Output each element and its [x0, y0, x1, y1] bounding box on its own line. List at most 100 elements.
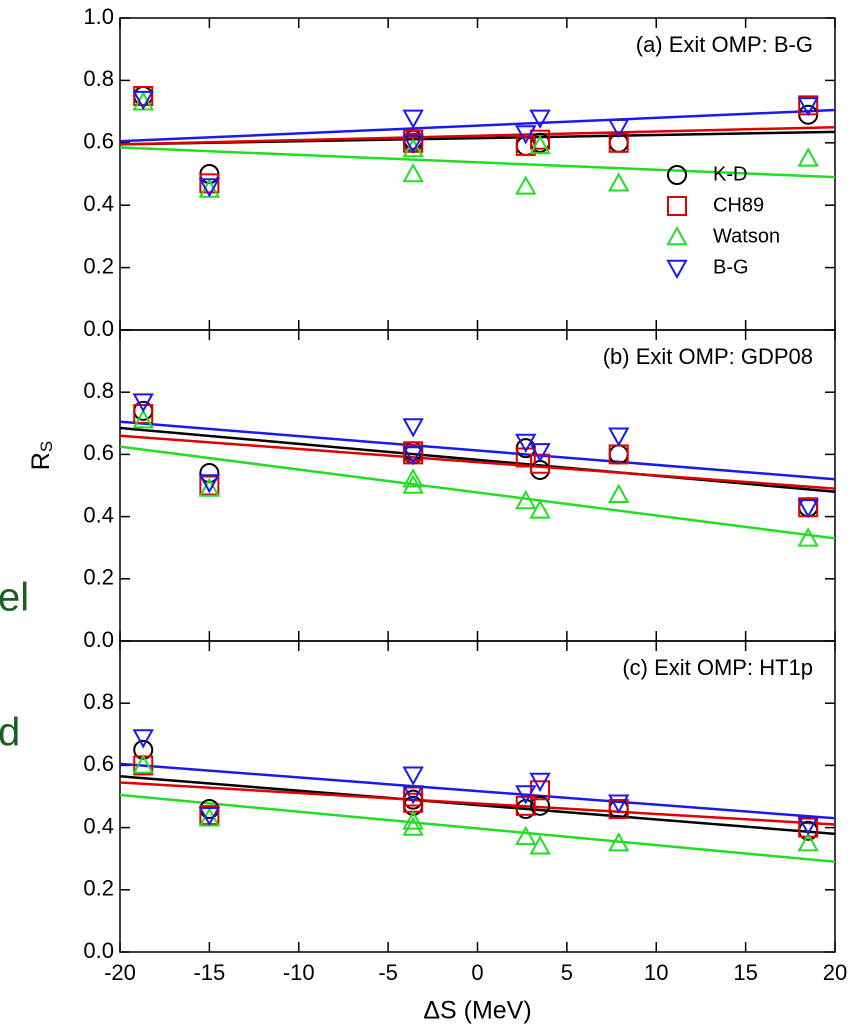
y-tick-label: 0.6: [83, 751, 114, 776]
y-tick-label: 0.6: [83, 129, 114, 154]
fit-line: [120, 426, 835, 493]
y-tick-label: 0.8: [83, 378, 114, 403]
legend-label: B-G: [713, 256, 749, 278]
marker: [608, 483, 630, 504]
marker: [515, 125, 537, 145]
marker: [608, 132, 629, 153]
marker: [515, 433, 537, 454]
y-tick-label: 0.2: [83, 876, 114, 901]
legend-marker: [666, 259, 688, 280]
y-tick-label: 0.8: [83, 66, 114, 91]
marker: [132, 90, 154, 111]
marker: [132, 409, 154, 429]
marker: [198, 178, 221, 198]
marker: [402, 785, 424, 805]
plot-frame: [119, 329, 836, 642]
marker: [529, 109, 551, 129]
x-tick-label: 0: [471, 960, 483, 985]
fit-line: [120, 420, 835, 481]
y-tick-label: 0.0: [83, 938, 114, 963]
marker: [608, 832, 630, 852]
marker: [403, 786, 424, 807]
marker: [530, 795, 551, 816]
x-tick-label: 5: [561, 960, 573, 985]
marker: [402, 134, 424, 154]
y-tick-label: 0.8: [83, 689, 114, 714]
marker: [608, 427, 630, 447]
legend-marker: [667, 196, 687, 216]
marker: [530, 129, 551, 150]
x-tick-label: -15: [193, 960, 225, 985]
panel-title: (c) Exit OMP: HT1p: [622, 655, 813, 680]
y-tick-label: 0.0: [83, 316, 114, 341]
marker: [515, 795, 536, 816]
panel-title: (a) Exit OMP: B-G: [636, 32, 813, 57]
marker: [402, 816, 424, 836]
legend-label: Watson: [713, 225, 780, 247]
legend-label: K-D: [713, 163, 747, 185]
marker: [402, 810, 424, 830]
marker: [515, 785, 537, 805]
marker: [515, 825, 537, 846]
marker: [608, 794, 630, 814]
marker: [133, 403, 154, 424]
fit-line: [120, 762, 835, 820]
marker: [133, 739, 154, 760]
marker: [133, 86, 154, 106]
y-axis-label-main: R: [27, 452, 55, 470]
marker: [199, 463, 220, 484]
x-tick-label: 15: [733, 960, 757, 985]
y-tick-label: 0.2: [83, 565, 114, 590]
marker: [198, 806, 221, 827]
fit-line: [120, 781, 835, 826]
slide-fragment: d: [0, 711, 20, 755]
x-tick-label: -10: [283, 960, 315, 985]
marker: [402, 162, 424, 183]
marker: [529, 443, 551, 463]
marker: [515, 447, 536, 468]
x-tick-label: 20: [823, 960, 847, 985]
y-axis-label-subscript: S: [37, 441, 56, 452]
marker: [529, 499, 551, 519]
y-tick-label: 0.0: [83, 627, 114, 652]
x-tick-label: 10: [644, 960, 668, 985]
fit-line: [120, 108, 835, 143]
marker: [402, 766, 424, 786]
marker: [515, 175, 537, 195]
marker: [199, 475, 220, 496]
marker: [608, 798, 629, 819]
plot-content: [120, 86, 835, 198]
y-tick-label: 0.4: [83, 502, 114, 527]
legend-label: CH89: [713, 194, 764, 216]
plot-content: [120, 729, 835, 864]
fit-line: [120, 146, 835, 179]
marker: [402, 468, 424, 488]
fit-line: [120, 125, 835, 146]
marker: [797, 147, 819, 167]
plot-content: [120, 393, 835, 547]
fit-line: [120, 793, 835, 864]
marker: [797, 499, 819, 519]
fit-line: [120, 434, 835, 490]
y-tick-label: 0.6: [83, 440, 114, 465]
marker: [199, 173, 220, 194]
marker: [798, 817, 819, 838]
fit-line: [120, 775, 835, 836]
y-axis-label: RS: [27, 441, 57, 470]
marker: [529, 134, 551, 155]
marker: [529, 772, 551, 793]
marker: [402, 446, 424, 466]
marker: [402, 474, 424, 494]
fit-line: [120, 445, 835, 540]
marker: [198, 474, 221, 494]
marker: [608, 172, 630, 192]
slide-fragment: el: [0, 576, 29, 620]
x-tick-label: -5: [378, 960, 398, 985]
marker: [402, 418, 424, 438]
legend-marker: [667, 165, 687, 185]
marker: [402, 137, 424, 158]
marker: [515, 489, 537, 510]
y-tick-label: 1.0: [83, 4, 114, 29]
marker: [608, 119, 630, 139]
